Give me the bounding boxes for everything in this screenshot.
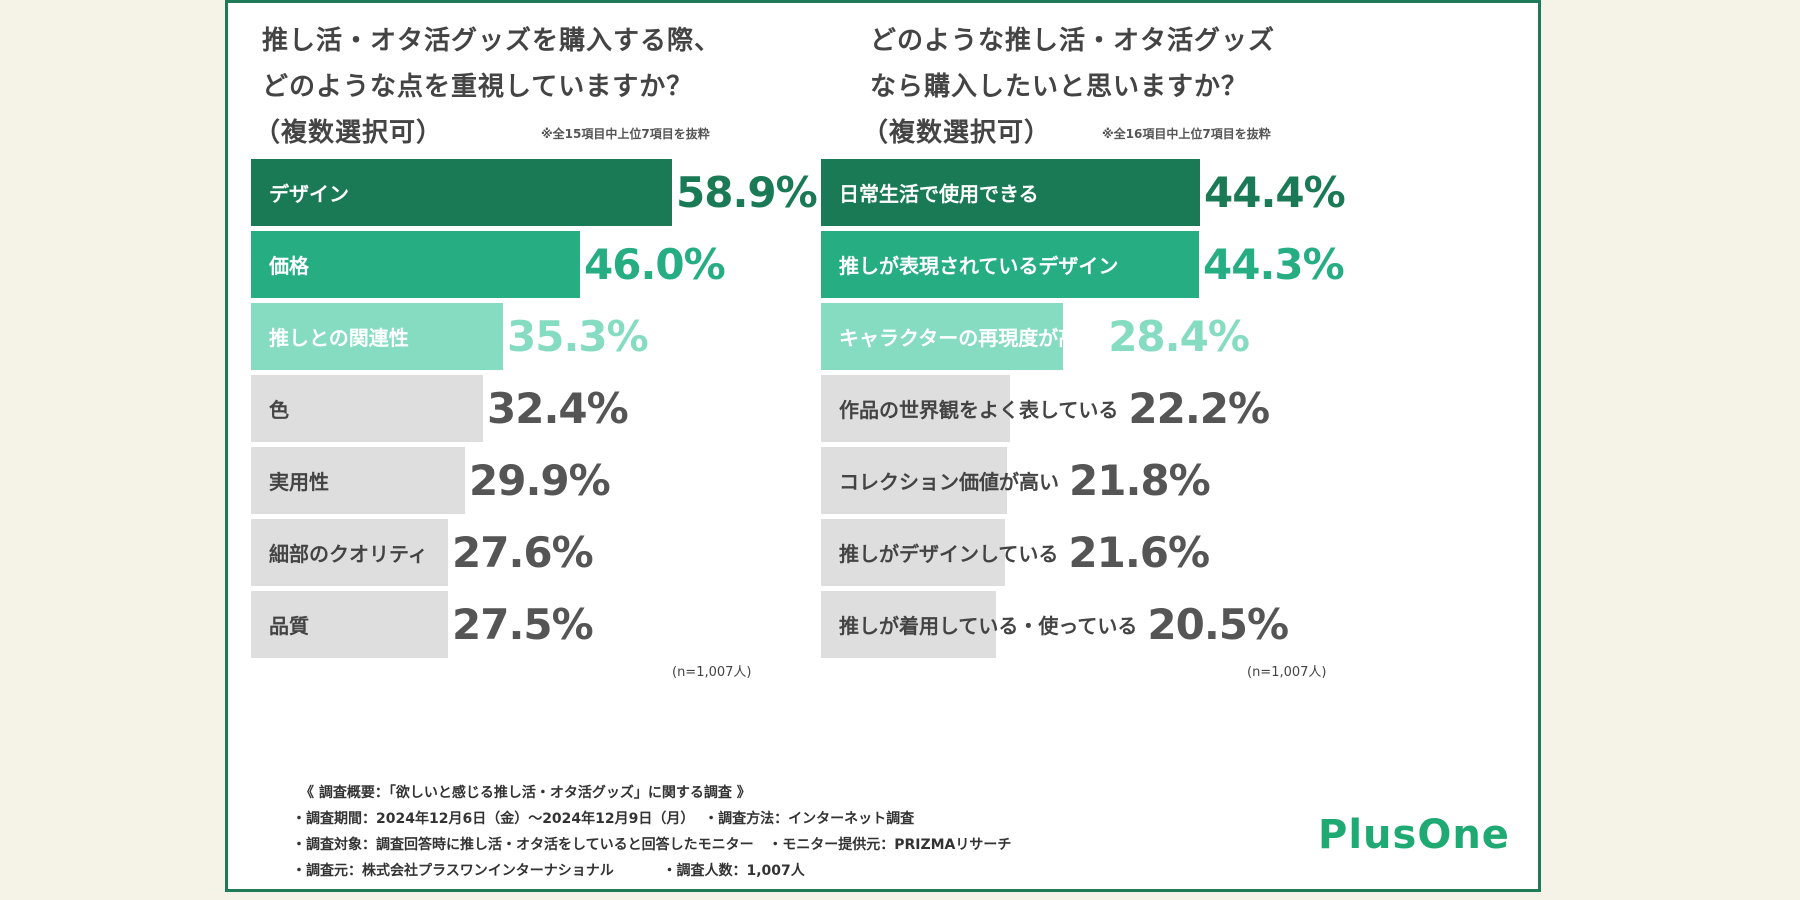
bar-category-label: 細部のクオリティ — [269, 542, 428, 566]
bar — [251, 231, 580, 298]
bar-row: 価格 46.0% — [251, 231, 811, 298]
right-chart-title: どのような推し活・オタ活グッズ なら購入したいと思いますか？ （複数選択可） — [862, 18, 1276, 156]
bar-category-label: デザイン — [269, 182, 349, 206]
bar-value-label: 21.6% — [1068, 528, 1210, 577]
bar — [821, 447, 1007, 514]
right-bar-chart: 日常生活で使用できる 44.4% 推しが表現されているデザイン 44.3% キャラクター… — [821, 159, 1501, 663]
bar — [821, 231, 1199, 298]
plusone-logo: PlusOne — [1318, 812, 1510, 858]
bar-value-label: 22.2% — [1128, 384, 1270, 433]
title-line: どのような推し活・オタ活グッズ — [870, 26, 1276, 56]
bar-value-label: 46.0% — [584, 240, 726, 289]
left-sample-size: (n=1,007人) — [672, 665, 752, 680]
survey-footer: 《 調査概要：「欲しいと感じる推し活・オタ活グッズ」に関する調査 》 ・調査期間… — [292, 780, 1011, 884]
bar — [821, 591, 996, 658]
bar-category-label: 推しがデザインしている — [839, 542, 1059, 566]
bar-row: コレクション価値が高い 21.8% — [821, 447, 1501, 514]
footer-line: 《 調査概要：「欲しいと感じる推し活・オタ活グッズ」に関する調査 》 — [300, 785, 751, 801]
bar-value-label: 29.9% — [469, 456, 611, 505]
bar-category-label: 推しとの関連性 — [269, 326, 409, 350]
left-chart-title: 推し活・オタ活グッズを購入する際、 どのような点を重視していますか？ （複数選択… — [254, 18, 722, 156]
bar — [821, 519, 1005, 586]
bar-category-label: 品質 — [269, 614, 309, 638]
bar-value-label: 35.3% — [507, 312, 649, 361]
bar — [251, 447, 465, 514]
footer-line: ・調査期間：2024年12月6日（金）～2024年12月9日（月） ・調査方法：… — [292, 811, 915, 827]
bar-row: 細部のクオリティ 27.6% — [251, 519, 811, 586]
bar-value-label: 44.3% — [1203, 240, 1345, 289]
title-line: （複数選択可） — [254, 118, 444, 148]
bar — [251, 519, 448, 586]
bar — [821, 159, 1200, 226]
title-line: どのような点を重視していますか？ — [262, 72, 694, 102]
bar-row: 実用性 29.9% — [251, 447, 811, 514]
footer-line: ・調査元：株式会社プラスワンインターナショナル ・調査人数：1,007人 — [292, 863, 805, 879]
bar-value-label: 58.9% — [676, 168, 818, 217]
bar — [821, 375, 1010, 442]
bar-row: 日常生活で使用できる 44.4% — [821, 159, 1501, 226]
bar-category-label: キャラクターの再現度が高い — [839, 326, 1099, 350]
bar-value-label: 21.8% — [1069, 456, 1211, 505]
bar-category-label: 色 — [269, 398, 289, 422]
left-note: ※全15項目中上位7項目を抜粋 — [541, 127, 710, 141]
bar-row: 推しが着用している・使っている 20.5% — [821, 591, 1501, 658]
bar-category-label: 実用性 — [269, 470, 329, 494]
infographic-card — [225, 0, 1541, 892]
bar — [251, 375, 483, 442]
bar — [821, 303, 1063, 370]
bar-value-label: 27.6% — [452, 528, 594, 577]
right-note: ※全16項目中上位7項目を抜粋 — [1102, 127, 1271, 141]
bar-row: 推しがデザインしている 21.6% — [821, 519, 1501, 586]
bar-row: 品質 27.5% — [251, 591, 811, 658]
bar-row: 推しとの関連性 35.3% — [251, 303, 811, 370]
bar-row: 作品の世界観をよく表している 22.2% — [821, 375, 1501, 442]
title-line: なら購入したいと思いますか？ — [870, 72, 1249, 102]
bar-row: 推しが表現されているデザイン 44.3% — [821, 231, 1501, 298]
bar-value-label: 28.4% — [1108, 312, 1250, 361]
bar-category-label: 作品の世界観をよく表している — [839, 398, 1119, 422]
bar-value-label: 20.5% — [1147, 600, 1289, 649]
bar — [251, 591, 448, 658]
bar-row: キャラクターの再現度が高い 28.4% — [821, 303, 1501, 370]
bar-category-label: 推しが表現されているデザイン — [839, 254, 1119, 278]
right-sample-size: (n=1,007人) — [1247, 665, 1327, 680]
bar-category-label: 推しが着用している・使っている — [839, 614, 1138, 638]
bar — [251, 159, 672, 226]
bar-row: デザイン 58.9% — [251, 159, 818, 226]
title-line: 推し活・オタ活グッズを購入する際、 — [262, 26, 722, 56]
bar-value-label: 27.5% — [452, 600, 594, 649]
bar-category-label: 価格 — [269, 254, 309, 278]
bar-category-label: コレクション価値が高い — [839, 470, 1059, 494]
bar-value-label: 44.4% — [1204, 168, 1346, 217]
bar-value-label: 32.4% — [487, 384, 629, 433]
footer-line: ・調査対象：調査回答時に推し活・オタ活をしていると回答したモニター ・モニター提… — [292, 837, 1012, 853]
bar-row: 色 32.4% — [251, 375, 811, 442]
bar — [251, 303, 503, 370]
title-line: （複数選択可） — [862, 118, 1052, 148]
bar-category-label: 日常生活で使用できる — [839, 182, 1039, 206]
left-bar-chart: デザイン 58.9% 価格 46.0% 推しとの関連性 35.3% 色 32.4% 実用性 29.… — [251, 159, 818, 663]
